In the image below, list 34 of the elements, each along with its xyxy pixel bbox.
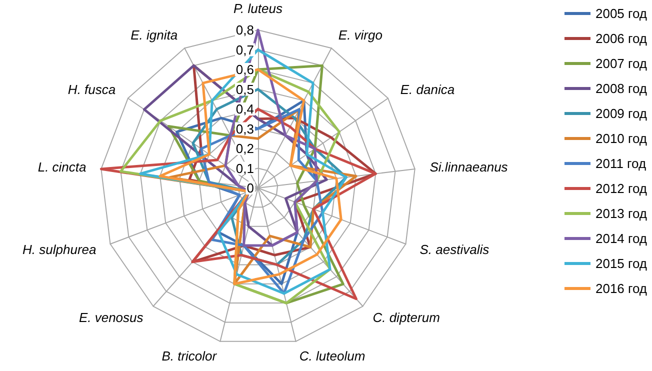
legend-label: 2012 год <box>595 181 648 196</box>
legend-label: 2014 год <box>595 231 648 246</box>
legend-label: 2015 год <box>595 256 648 271</box>
spoke-label: E. venosus <box>78 310 144 325</box>
y-tick-label: 0,8 <box>236 22 254 38</box>
spoke-label: L. cincta <box>38 160 86 175</box>
y-tick-label: 0,1 <box>236 160 254 176</box>
spoke-label: P. luteus <box>234 1 283 16</box>
y-tick-label: 0,4 <box>236 102 254 116</box>
legend-label: 2006 год <box>595 31 648 46</box>
legend-label: 2010 год <box>595 131 648 146</box>
spoke-label: B. tricolor <box>162 348 218 364</box>
y-tick-label: 0,7 <box>236 42 254 58</box>
spoke-label: E. ignita <box>130 27 178 42</box>
spoke-label: E. danica <box>400 82 455 98</box>
y-tick-label: 0,3 <box>236 121 254 136</box>
spoke-label: C. dipterum <box>372 310 440 325</box>
spoke-label: H. fusca <box>68 82 116 98</box>
y-tick-label: 0 <box>246 180 254 196</box>
y-tick-label: 0,6 <box>236 62 254 77</box>
spoke-label: E. virgo <box>338 27 382 42</box>
legend-label: 2007 год <box>595 56 648 71</box>
legend-label: 2005 год <box>595 6 648 21</box>
spoke-label: S. aestivalis <box>420 242 490 257</box>
spoke-label: C. luteolum <box>299 348 366 364</box>
legend-label: 2013 год <box>595 206 648 221</box>
legend-label: 2016 год <box>595 281 648 296</box>
legend-label: 2011 год <box>595 156 646 171</box>
legend-label: 2009 год <box>595 106 648 121</box>
y-tick-label: 0,5 <box>236 82 254 97</box>
spoke-label: Si.linnaeanus <box>430 160 508 175</box>
spoke-label: H. sulphurea <box>22 242 96 257</box>
legend-label: 2008 год <box>595 81 648 96</box>
y-tick-label: 0,2 <box>236 141 254 156</box>
